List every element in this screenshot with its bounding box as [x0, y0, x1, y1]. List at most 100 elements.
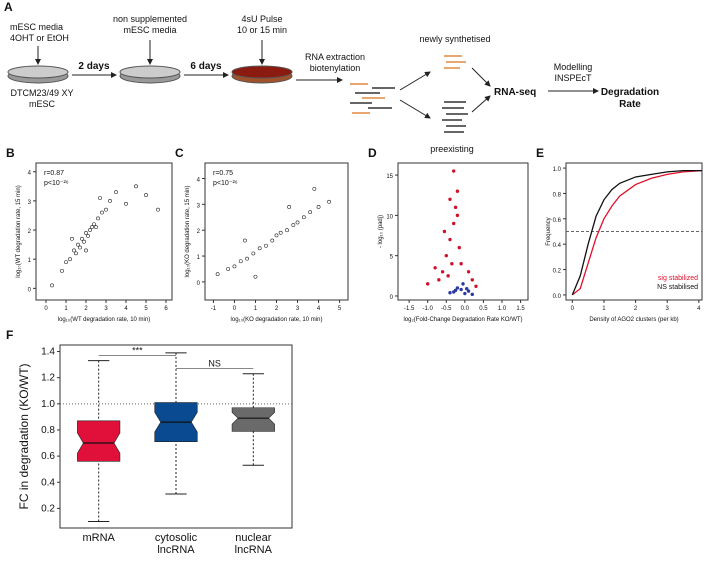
y-axis-label: log₁₀(KO degradation rate, 15 min) — [185, 186, 191, 278]
result-text: Rate — [619, 99, 641, 110]
extraction-text: RNA extraction — [305, 52, 365, 62]
modelling-text: Modelling — [554, 62, 593, 72]
annotation: p<10⁻²⁶ — [44, 180, 69, 187]
ecdf-line — [571, 169, 702, 296]
point — [455, 286, 460, 290]
annotation: p<10⁻²⁶ — [213, 180, 238, 187]
modelling-text: INSPEcT — [554, 73, 592, 83]
legend-label: NS stabilised — [657, 284, 698, 291]
x-tick-label: 2 — [275, 306, 279, 312]
x-tick-label: nuclear — [235, 532, 271, 544]
point — [442, 229, 447, 234]
x-tick-label: 1 — [64, 306, 68, 312]
y-tick-label: 5 — [390, 255, 394, 261]
y-tick-label: 1 — [28, 258, 32, 264]
panel-label: D — [368, 146, 377, 160]
y-tick-label: 0.0 — [553, 294, 562, 300]
arrow — [399, 71, 431, 91]
x-tick-label: 0 — [44, 306, 48, 312]
point — [433, 266, 437, 270]
point — [455, 213, 460, 218]
panel-label: B — [6, 146, 15, 160]
point — [301, 215, 306, 220]
point — [76, 242, 80, 247]
panel-label: E — [536, 146, 544, 160]
x-tick-label: 4 — [697, 306, 701, 312]
point — [444, 253, 448, 258]
arrow — [471, 95, 491, 113]
point — [450, 262, 454, 266]
x-tick-label: 1.0 — [498, 306, 507, 312]
y-tick-label: 4 — [28, 171, 32, 177]
pulse-text: 10 or 15 min — [237, 25, 287, 35]
x-tick-label: 1 — [254, 306, 258, 312]
point — [144, 193, 148, 197]
point — [74, 251, 78, 256]
point — [270, 238, 275, 243]
point — [257, 246, 262, 251]
point — [474, 284, 478, 288]
point — [470, 278, 474, 282]
annotation: r=0.75 — [213, 170, 233, 177]
newly-fragments — [444, 55, 466, 69]
x-tick-label: 6 — [164, 306, 168, 312]
y-tick-label: 10 — [386, 214, 393, 220]
point — [327, 199, 331, 204]
y-tick-label: 15 — [386, 174, 393, 180]
x-axis-label: log₂(Fold-Change Degradation Rate KO/WT) — [403, 317, 522, 323]
arrow — [399, 99, 431, 119]
point — [68, 257, 72, 262]
point — [440, 270, 445, 274]
point — [457, 245, 461, 250]
panel-label: A — [4, 0, 13, 14]
y-tick-label: 4 — [197, 178, 201, 184]
y-tick-label: 2 — [28, 229, 32, 235]
x-tick-label: 1.5 — [516, 306, 525, 312]
point — [466, 289, 471, 293]
plot-frame — [59, 344, 293, 529]
x-axis-label: log₁₀(KO degradation rate, 10 min) — [231, 317, 323, 323]
x-tick-label: 4 — [317, 306, 321, 312]
y-tick-label: 1.0 — [553, 167, 562, 173]
y-tick-label: 1.4 — [41, 347, 55, 358]
x-tick-label: lncRNA — [157, 544, 195, 556]
y-tick-label: 3 — [28, 200, 32, 206]
x-tick-label: 0 — [233, 306, 237, 312]
annotation: r=0.87 — [44, 170, 64, 177]
rna-fragments — [350, 83, 395, 114]
point — [243, 238, 247, 243]
point — [114, 190, 118, 195]
point — [453, 205, 458, 210]
cell-text: mESC — [29, 99, 56, 109]
diagram: A mESC media 4OHT or EtOH DTCM23/49 XY m… — [4, 0, 659, 154]
x-tick-label: 3 — [296, 306, 300, 312]
x-tick-label: 2 — [634, 306, 638, 312]
y-tick-label: 0 — [28, 287, 32, 293]
seq-text: RNA-seq — [494, 87, 536, 98]
panel-label: F — [6, 328, 13, 342]
point — [465, 287, 469, 291]
point — [226, 267, 231, 271]
point — [461, 282, 465, 286]
x-tick-label: 0 — [571, 306, 575, 312]
x-tick-label: 0.0 — [461, 306, 470, 312]
point — [308, 210, 313, 215]
point — [448, 291, 452, 295]
x-tick-label: 1 — [602, 306, 606, 312]
point — [459, 262, 463, 266]
y-axis-label: Frequency — [546, 217, 552, 245]
y-axis-label: - log₁₀ (padj) — [378, 215, 384, 248]
point — [312, 186, 317, 191]
y-tick-label: 0.2 — [553, 269, 562, 275]
point — [459, 287, 463, 292]
x-tick-label: -1.5 — [404, 306, 415, 312]
y-tick-label: 0.4 — [553, 243, 562, 249]
point — [448, 237, 452, 242]
x-tick-label: mRNA — [82, 532, 115, 544]
result-text: Degradation — [601, 87, 659, 98]
point — [448, 197, 452, 201]
point — [72, 248, 76, 253]
cell-text: DTCM23/49 XY — [10, 88, 73, 98]
point — [88, 228, 92, 232]
y-tick-label: 0.8 — [553, 192, 562, 198]
